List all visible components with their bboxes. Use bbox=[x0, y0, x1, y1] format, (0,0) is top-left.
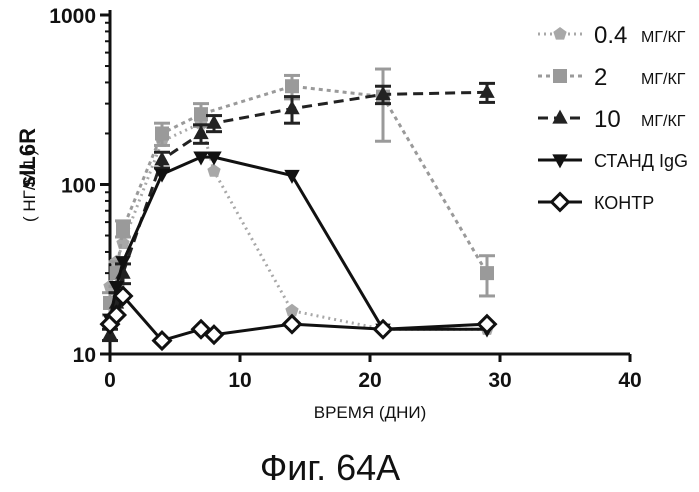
series-2 bbox=[102, 69, 495, 315]
data-point bbox=[553, 27, 566, 40]
series-line bbox=[110, 157, 487, 329]
data-point bbox=[116, 222, 130, 236]
legend-label: 10 bbox=[594, 106, 621, 133]
chart-legend: 0.4 МГ/КГ 2 МГ/КГ 10 МГ/КГ СТАНД IgG КОНТР bbox=[538, 22, 688, 213]
data-point bbox=[285, 79, 299, 93]
legend-label: КОНТР bbox=[594, 193, 654, 213]
series-line bbox=[110, 296, 487, 341]
legend-unit: МГ/КГ bbox=[641, 113, 686, 130]
series-1 bbox=[103, 116, 493, 335]
legend-item-3: 10 МГ/КГ bbox=[538, 106, 686, 133]
legend-unit: МГ/КГ bbox=[641, 29, 686, 46]
data-point bbox=[194, 107, 208, 121]
y-axis-unit: ( НГ/МЛ ) bbox=[20, 150, 39, 222]
series-5 bbox=[102, 288, 496, 349]
y-tick-label: 1000 bbox=[49, 5, 96, 28]
data-point bbox=[284, 316, 301, 333]
series-line bbox=[110, 86, 487, 303]
legend-item-2: 2 МГ/КГ bbox=[538, 64, 686, 91]
legend-label: 0.4 bbox=[594, 22, 627, 49]
data-point bbox=[553, 69, 567, 83]
y-tick-label: 100 bbox=[61, 175, 96, 198]
data-point bbox=[375, 321, 392, 338]
data-point bbox=[552, 194, 569, 211]
legend-unit: МГ/КГ bbox=[641, 71, 686, 88]
data-point bbox=[284, 100, 299, 114]
x-tick-label: 0 bbox=[104, 369, 116, 392]
series-4 bbox=[102, 152, 494, 338]
legend-label: СТАНД IgG bbox=[594, 151, 688, 171]
figure-caption: Фиг. 64A bbox=[260, 447, 400, 488]
x-tick-label: 30 bbox=[488, 369, 511, 392]
data-point bbox=[155, 126, 169, 140]
x-tick-label: 20 bbox=[358, 369, 381, 392]
x-axis-title: ВРЕМЯ (ДНИ) bbox=[314, 403, 427, 422]
series-line bbox=[110, 123, 487, 329]
data-point bbox=[479, 84, 494, 98]
legend-item-5: КОНТР bbox=[538, 193, 654, 213]
legend-item-4: СТАНД IgG bbox=[538, 151, 688, 171]
data-point bbox=[207, 164, 220, 177]
data-point bbox=[480, 266, 494, 280]
x-tick-label: 40 bbox=[618, 369, 641, 392]
chart-axes: 0 10 20 30 40 10 100 1000 bbox=[49, 5, 641, 392]
legend-item-1: 0.4 МГ/КГ bbox=[538, 22, 686, 49]
chart-plot-area bbox=[102, 69, 496, 349]
x-tick-label: 10 bbox=[228, 369, 251, 392]
legend-label: 2 bbox=[594, 64, 607, 91]
y-tick-label: 10 bbox=[73, 344, 96, 367]
